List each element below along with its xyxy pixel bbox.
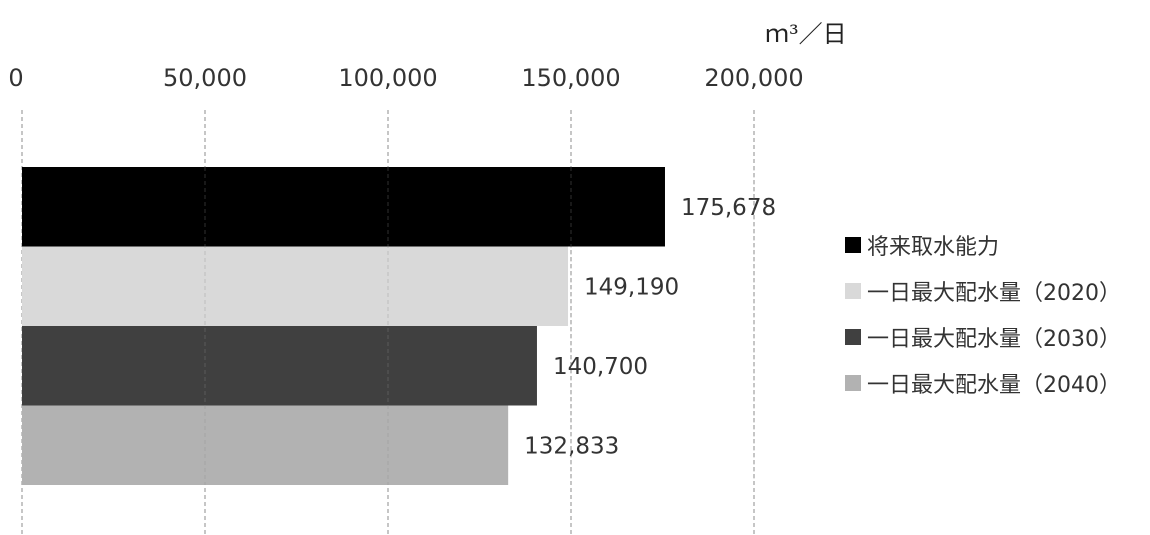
- legend-swatch: [845, 237, 861, 253]
- bar-1: [22, 167, 665, 247]
- data-label: 175,678: [681, 195, 776, 221]
- unit-label: ｍ³／日: [765, 20, 847, 48]
- data-label: 132,833: [524, 433, 619, 459]
- legend-swatch: [845, 375, 861, 391]
- legend-swatch: [845, 329, 861, 345]
- x-tick-label: 50,000: [163, 64, 247, 92]
- bar-2: [22, 246, 569, 326]
- data-label: 149,190: [584, 274, 679, 300]
- x-tick-label: 200,000: [704, 64, 803, 92]
- x-tick-label: 150,000: [521, 64, 620, 92]
- legend-item: 将来取水能力: [845, 222, 1121, 268]
- legend-label: 一日最大配水量（2030）: [867, 327, 1121, 352]
- legend-label: 一日最大配水量（2040）: [867, 373, 1121, 398]
- x-tick-label: 0: [8, 64, 23, 92]
- bar-4: [22, 405, 509, 485]
- legend-item: 一日最大配水量（2040）: [845, 360, 1121, 406]
- bar-3: [22, 326, 537, 406]
- legend-item: 一日最大配水量（2030）: [845, 314, 1121, 360]
- legend: 将来取水能力一日最大配水量（2020） 一日最大配水量（2030） 一日最大配水量（…: [845, 222, 1121, 406]
- legend-swatch: [845, 283, 861, 299]
- legend-item: 一日最大配水量（2020）: [845, 268, 1121, 314]
- legend-label: 将来取水能力: [867, 235, 1000, 260]
- data-label: 140,700: [553, 354, 648, 380]
- legend-label: 一日最大配水量（2020）: [867, 281, 1121, 306]
- x-tick-label: 100,000: [338, 64, 437, 92]
